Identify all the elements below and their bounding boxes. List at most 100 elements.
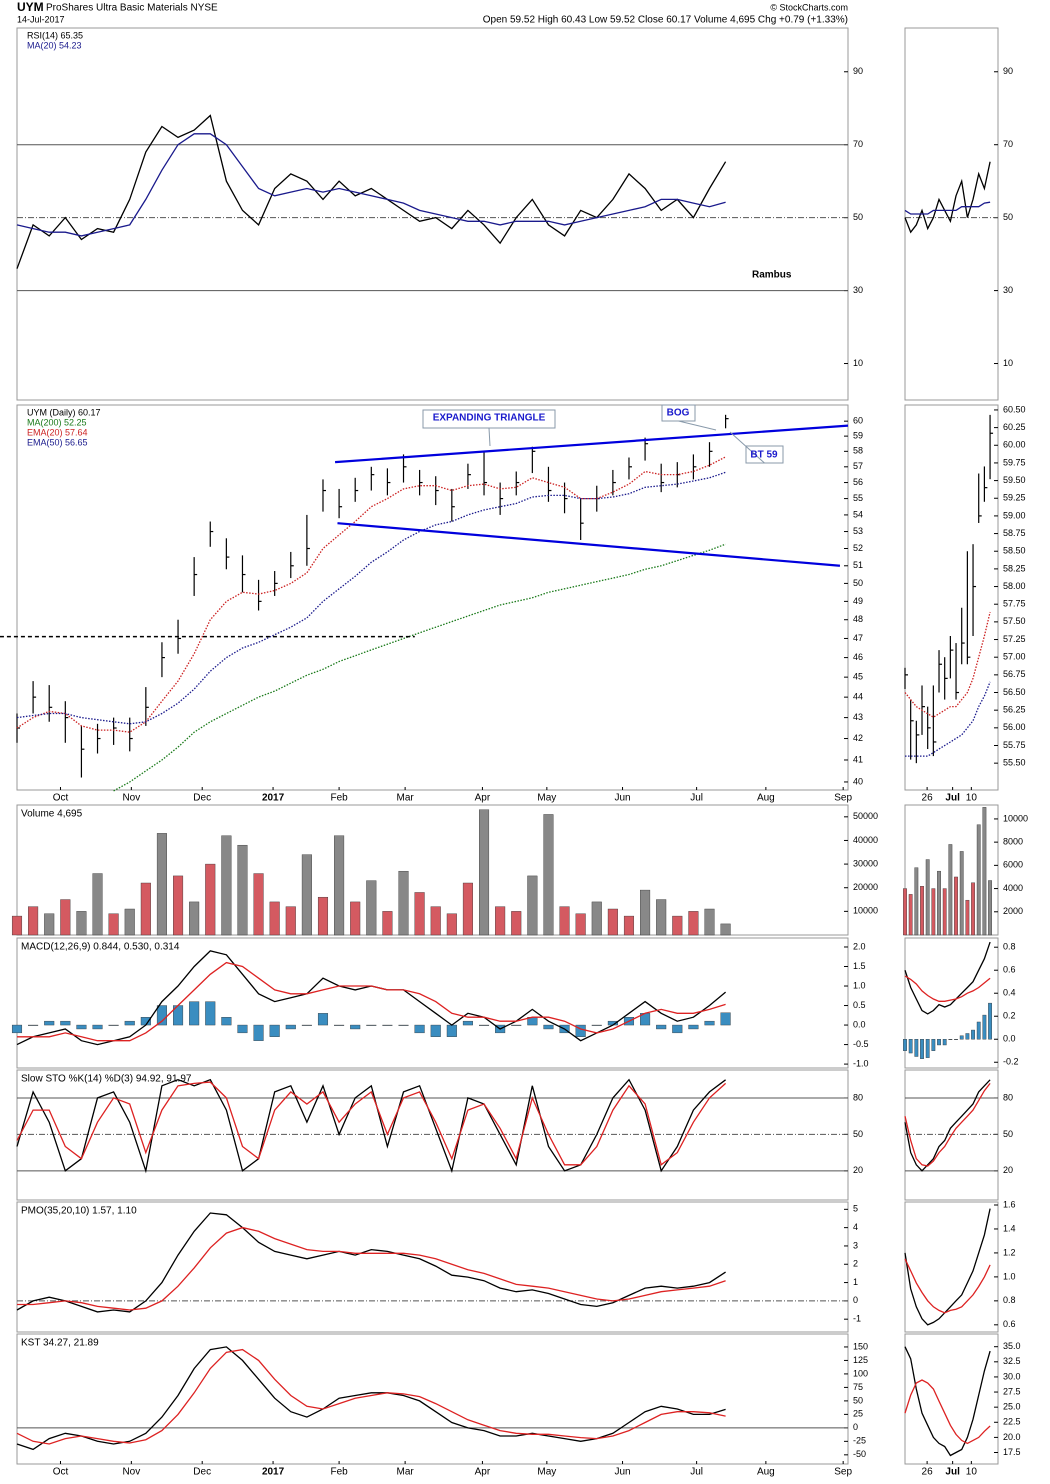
bar — [269, 1024, 280, 1037]
y-tick-label: 0.6 — [1003, 965, 1016, 975]
y-tick-label: 50 — [853, 212, 863, 222]
y-tick-label: 48 — [853, 614, 863, 624]
bar — [44, 1020, 55, 1026]
series-line — [16, 114, 727, 269]
bar — [656, 899, 667, 936]
bar — [903, 888, 907, 936]
bar — [543, 814, 554, 936]
bar — [44, 913, 55, 936]
bar — [640, 889, 651, 936]
x-tick-label: 2017 — [262, 793, 285, 804]
bar — [253, 1024, 264, 1041]
y-tick-label: 4000 — [1003, 883, 1023, 893]
y-tick-label: 20000 — [853, 882, 878, 892]
annotation-pointer — [488, 427, 491, 447]
bar — [382, 1024, 393, 1026]
y-tick-label: 50 — [853, 1395, 863, 1405]
x-tick-label: Mar — [397, 1467, 415, 1478]
bar — [982, 807, 987, 936]
y-tick-label: 58.50 — [1003, 546, 1026, 556]
bar — [60, 1020, 71, 1026]
y-tick-label: 60 — [853, 416, 863, 426]
y-tick-label: 10000 — [853, 906, 878, 916]
bar — [156, 833, 167, 936]
legend-entry: MA(200) 52.25 — [27, 417, 87, 427]
bar — [350, 901, 361, 936]
series-line — [16, 1348, 726, 1445]
y-tick-label: -0.5 — [853, 1039, 869, 1049]
y-tick-label: 53 — [853, 526, 863, 536]
y-tick-label: 46 — [853, 652, 863, 662]
y-tick-label: 56.00 — [1003, 722, 1026, 732]
y-tick-label: 25 — [853, 1409, 863, 1419]
y-tick-label: 22.5 — [1003, 1417, 1021, 1427]
bar — [982, 1014, 987, 1040]
bar — [623, 915, 635, 936]
x-tick-label: Feb — [330, 793, 348, 804]
y-tick-label: 1.0 — [853, 980, 866, 990]
annotation-pointer — [729, 431, 765, 464]
x-tick-label: 26 — [922, 793, 934, 804]
bar — [237, 1024, 248, 1034]
y-tick-label: 1 — [853, 1277, 858, 1287]
y-tick-label: 45 — [853, 672, 863, 682]
bar — [334, 1024, 345, 1026]
x-tick-label: May — [537, 1467, 556, 1478]
bar — [908, 1039, 913, 1054]
bar — [398, 870, 409, 936]
y-tick-label: 0.2 — [1003, 1011, 1016, 1021]
y-tick-label: 59.00 — [1003, 510, 1026, 520]
y-tick-label: 58.00 — [1003, 581, 1026, 591]
bar — [301, 1024, 312, 1026]
series-line — [904, 201, 991, 215]
annotation-pointer — [678, 420, 717, 431]
y-tick-label: -25 — [853, 1436, 866, 1446]
y-tick-label: 4 — [853, 1222, 858, 1232]
bar — [28, 1024, 39, 1026]
y-tick-label: 1.2 — [1003, 1247, 1016, 1257]
y-tick-label: 47 — [853, 633, 863, 643]
y-tick-label: 58.25 — [1003, 563, 1026, 573]
bar — [925, 1039, 930, 1058]
security-name: ProShares Ultra Basic Materials NYSE — [46, 3, 218, 14]
y-tick-label: 59.50 — [1003, 475, 1026, 485]
y-tick-label: 10 — [1003, 358, 1013, 368]
bar — [942, 888, 947, 936]
bar — [205, 863, 216, 936]
bar — [221, 835, 232, 936]
bar — [672, 1024, 683, 1034]
bar — [954, 876, 958, 936]
x-tick-label: Nov — [122, 1467, 140, 1478]
y-tick-label: -1 — [853, 1314, 861, 1324]
y-tick-label: 20.0 — [1003, 1432, 1021, 1442]
y-tick-label: 58.75 — [1003, 528, 1026, 538]
quote: Open 59.52 High 60.43 Low 59.52 Close 60… — [483, 15, 848, 26]
panel-frame — [16, 1333, 849, 1465]
y-tick-label: 150 — [853, 1341, 868, 1351]
panel-frame — [904, 27, 999, 401]
panel-title: MACD(12,26,9) 0.844, 0.530, 0.314 — [21, 942, 180, 953]
bar — [350, 1024, 361, 1030]
y-tick-label: 1.5 — [853, 961, 866, 971]
bar — [959, 851, 964, 936]
bar — [92, 1024, 103, 1030]
panel-title: Slow STO %K(14) %D(3) 94.92, 91.97 — [21, 1074, 192, 1085]
y-tick-label: 55 — [853, 493, 863, 503]
bar — [414, 1024, 425, 1034]
y-tick-label: -0.2 — [1003, 1057, 1019, 1067]
bar — [221, 1017, 232, 1026]
bar — [92, 873, 103, 936]
y-tick-label: 0.6 — [1003, 1319, 1016, 1329]
trendline — [334, 424, 849, 464]
bar — [954, 1039, 958, 1040]
legend-entry: EMA(20) 57.64 — [27, 427, 88, 437]
x-tick-label: Mar — [397, 793, 415, 804]
bar — [446, 1024, 457, 1037]
y-tick-label: 56.25 — [1003, 705, 1026, 715]
bar — [920, 886, 924, 936]
x-tick-label: Aug — [757, 1467, 775, 1478]
trendline — [337, 522, 841, 567]
bar — [430, 906, 441, 936]
x-tick-label: Aug — [757, 793, 775, 804]
bar — [334, 835, 345, 936]
